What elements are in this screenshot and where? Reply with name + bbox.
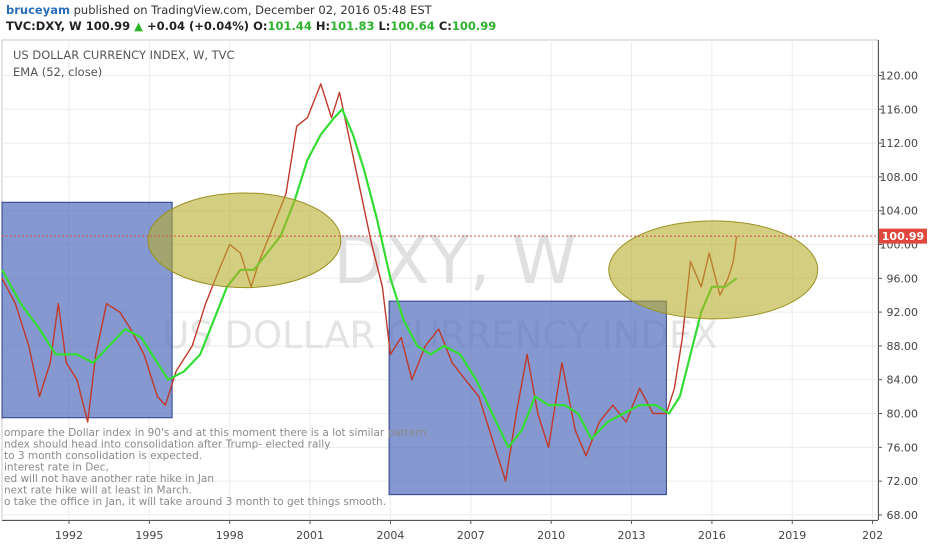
x-tick-label: 2007 [457,529,485,542]
note-line: o take the office in Jan, it will take a… [4,496,386,508]
open-value: 101.44 [267,19,312,33]
y-tick-label: 88.00 [887,340,919,353]
note-line: ndex should head into consolidation afte… [4,439,330,451]
note-line: ompare the Dollar index in 90's and at t… [4,427,429,439]
ema-series-line [1,108,738,449]
publish-header: bruceyam published on TradingView.com, D… [0,0,932,36]
legend-title: US DOLLAR CURRENCY INDEX, W, TVC [13,48,235,62]
x-tick-label: 2001 [296,529,324,542]
watermark-symbol: DXY, W [333,222,577,299]
x-tick-label: 2010 [537,529,565,542]
last-price-tag-bg [879,228,927,244]
change-arrow-icon: ▲ [134,19,143,33]
x-tick-label: 202 [862,529,883,542]
consolidation-box [1,201,173,419]
x-tick-label: 2004 [376,529,404,542]
note-line: to 3 month consolidation is expected. [4,450,202,462]
symbol-line: TVC:DXY, W 100.99 ▲ +0.04 (+0.04%) O:101… [6,19,496,33]
y-tick-label: 104.00 [880,205,919,218]
note-line: interest rate in Dec, [4,462,109,474]
legend-indicator: EMA (52, close) [13,65,102,79]
y-tick-label: 120.00 [880,69,919,82]
y-tick-label: 92.00 [887,306,919,319]
y-tick-label: 72.00 [887,475,919,488]
x-axis-bg [0,520,932,550]
x-tick-label: 1992 [55,529,83,542]
author-link[interactable]: bruceyam [6,3,70,17]
change-value: +0.04 (+0.04%) [146,19,250,33]
y-tick-label: 116.00 [880,103,919,116]
highlight-circle [608,220,819,320]
y-tick-label: 80.00 [887,408,919,421]
x-tick-label: 2016 [698,529,726,542]
y-tick-label: 68.00 [887,509,919,522]
high-label: H: [315,19,331,33]
x-tick-label: 2013 [618,529,646,542]
consolidation-boxes [1,201,667,496]
close-label: C: [438,19,452,33]
published-text: published on TradingView.com, December 0… [73,3,432,17]
last-price-tag: 100.99 [879,228,927,244]
y-tick-label: 84.00 [887,374,919,387]
publish-line: bruceyam published on TradingView.com, D… [6,3,432,17]
x-tick-label: 1995 [135,529,163,542]
last-value: 100.99 [85,19,131,33]
y-tick-label: 108.00 [880,171,919,184]
low-label: L: [378,19,391,33]
price-series-line [1,83,738,482]
y-grid [2,74,878,516]
last-price-tag-label: 100.99 [882,230,924,243]
note-line: ed will not have another rate hike in Ja… [4,473,214,485]
x-tick-label: 1998 [216,529,244,542]
y-tick-label: 96.00 [887,272,919,285]
x-tick-label: 2019 [778,529,806,542]
annotation-notes: ompare the Dollar index in 90's and at t… [4,427,429,508]
highlight-circles [147,192,819,320]
y-axis-bg [879,40,932,520]
chart-legend: US DOLLAR CURRENCY INDEX, W, TVC EMA (52… [13,48,235,79]
consolidation-box [388,300,667,496]
low-value: 100.64 [390,19,435,33]
highlight-circle [147,192,342,289]
symbol-label: TVC:DXY, W [6,19,82,33]
high-value: 101.83 [330,19,375,33]
note-line: next rate hike will at least in March. [4,485,192,497]
open-label: O: [253,19,268,33]
x-axis-labels: 1992 1995 1998 2001 2004 2007 2010 2013 2016 2019… [55,520,883,542]
y-tick-label: 76.00 [887,441,919,454]
y-tick-label: 112.00 [880,137,919,150]
close-value: 100.99 [451,19,497,33]
